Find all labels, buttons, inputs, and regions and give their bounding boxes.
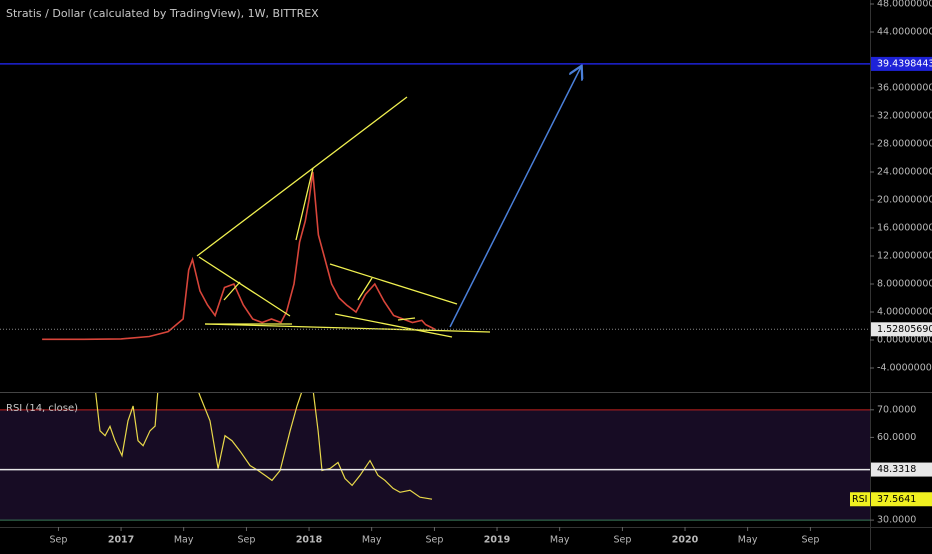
x-tick-label: 2018 <box>296 535 323 546</box>
y-tick-label: 12.00000000 <box>877 250 932 261</box>
target-level-label: 39.43984438 <box>877 58 932 69</box>
x-tick-label: May <box>174 535 194 546</box>
trend-line <box>329 263 458 305</box>
x-tick-label: Sep <box>801 535 819 546</box>
y-tick-label: 36.00000000 <box>877 82 932 93</box>
drawings <box>196 96 491 338</box>
y-tick-label: 0.00000000 <box>877 334 932 345</box>
x-tick-label: May <box>738 535 758 546</box>
y-tick-label: 20.00000000 <box>877 194 932 205</box>
y-tick-label: 28.00000000 <box>877 138 932 149</box>
y-tick-label: 16.00000000 <box>877 222 932 233</box>
x-tick-label: 2017 <box>108 535 134 546</box>
rsi-band <box>0 409 870 521</box>
trend-line <box>295 167 314 241</box>
y-tick-label: 4.00000000 <box>877 306 932 317</box>
y-tick-label: 48.00000000 <box>877 0 932 9</box>
x-tick-label: May <box>362 535 382 546</box>
trend-line <box>198 256 291 317</box>
rsi-last-label-box <box>871 492 932 507</box>
y-tick-label: 44.00000000 <box>877 26 932 37</box>
x-tick-label: Sep <box>237 535 255 546</box>
chart-title: Stratis / Dollar (calculated by TradingV… <box>6 7 319 20</box>
trend-line <box>223 281 241 301</box>
rsi-level-label-box <box>871 462 932 477</box>
y-tick-label: -4.00000000 <box>877 362 932 373</box>
series-line <box>42 171 436 341</box>
rsi-title: RSI (14, close) <box>6 403 78 414</box>
projection-arrow <box>449 67 581 328</box>
y-tick-label: 8.00000000 <box>877 278 932 289</box>
trend-line <box>196 96 408 257</box>
y-tick-label: 70.0000 <box>877 404 916 415</box>
trend-line <box>204 323 491 333</box>
y-tick-label: 32.00000000 <box>877 110 932 121</box>
x-tick-label: Sep <box>425 535 443 546</box>
x-tick-label: 2019 <box>484 535 510 546</box>
rsi-last-label: 37.5641 <box>877 494 916 505</box>
trend-line <box>334 313 453 338</box>
last-price-label: 1.52805690 <box>877 324 932 335</box>
y-tick-label: 60.0000 <box>877 432 916 443</box>
x-tick-label: Sep <box>50 535 68 546</box>
x-tick-label: 2020 <box>672 535 699 546</box>
trend-line <box>357 277 373 301</box>
target-level-label-box <box>871 56 932 71</box>
series-line <box>95 393 433 500</box>
price-pane <box>42 171 436 341</box>
x-tick-label: May <box>550 535 570 546</box>
trend-line <box>397 317 416 321</box>
rsi-pane <box>0 393 870 521</box>
y-tick-label: 24.00000000 <box>877 166 932 177</box>
y-tick-label: 30.0000 <box>877 515 916 526</box>
rsi-tag: RSI <box>852 494 867 505</box>
rsi-tag-box <box>850 492 870 507</box>
last-price-label-box <box>871 322 932 337</box>
rsi-level-label: 48.3318 <box>877 464 916 475</box>
x-tick-label: Sep <box>613 535 631 546</box>
